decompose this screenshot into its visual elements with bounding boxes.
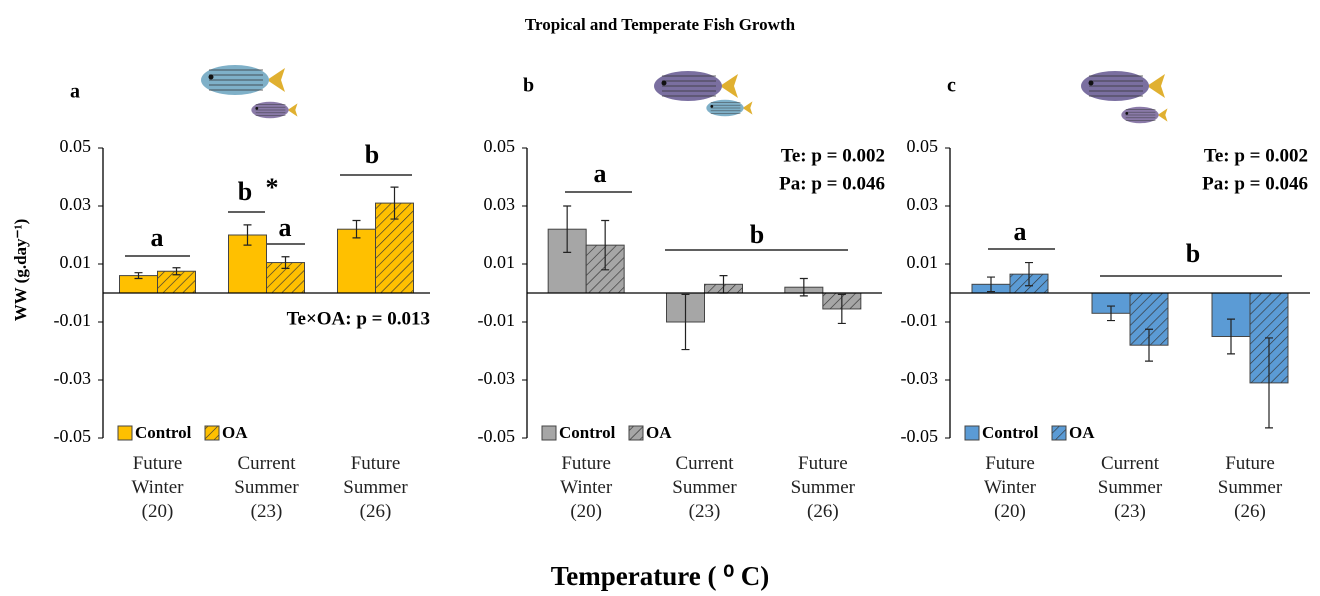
panel-label: a bbox=[70, 81, 80, 103]
significance-letter: a bbox=[1014, 217, 1027, 246]
fish-icon bbox=[287, 103, 298, 117]
x-tick-label: Future Winter (20) bbox=[560, 453, 613, 522]
legend-label: Control bbox=[982, 423, 1039, 442]
stats-text: Pa: p = 0.046 bbox=[1202, 173, 1308, 194]
stats-text: Te: p = 0.002 bbox=[1204, 145, 1308, 166]
fish-icon bbox=[255, 106, 259, 110]
error-bar bbox=[987, 276, 995, 293]
y-tick-label: 0.05 bbox=[907, 136, 939, 156]
y-tick-label: 0.01 bbox=[60, 252, 92, 272]
error-bar bbox=[837, 293, 846, 325]
legend-label: Control bbox=[135, 423, 192, 442]
y-tick-label: 0.03 bbox=[484, 194, 516, 214]
significance-letter: b bbox=[238, 177, 252, 206]
significance-letter: b bbox=[750, 220, 764, 249]
error-bar bbox=[1227, 318, 1235, 355]
y-tick-label: 0.05 bbox=[60, 136, 92, 156]
stats-text: Te: p = 0.002 bbox=[781, 145, 885, 166]
error-bar bbox=[390, 186, 399, 220]
y-tick-label: -0.03 bbox=[54, 368, 92, 388]
fish-icon bbox=[267, 68, 285, 92]
error-bar bbox=[1145, 328, 1153, 362]
y-tick-label: -0.03 bbox=[478, 368, 516, 388]
figure-title: Tropical and Temperate Fish Growth bbox=[525, 15, 796, 34]
error-bar bbox=[563, 205, 572, 253]
error-bar bbox=[352, 219, 361, 239]
x-axis-label: Temperature ( ⁰ C) bbox=[551, 561, 770, 591]
fish-icon bbox=[1147, 74, 1165, 98]
significance-letter: b bbox=[1186, 239, 1200, 268]
fish-icon bbox=[208, 74, 214, 80]
fish-icon bbox=[720, 74, 738, 98]
y-tick-label: 0.03 bbox=[907, 194, 939, 214]
fish-icon bbox=[1157, 108, 1168, 122]
y-axis-label: WW (g.day⁻¹) bbox=[11, 219, 30, 322]
fish-icon bbox=[1088, 80, 1094, 86]
error-bar bbox=[172, 267, 181, 276]
y-tick-label: -0.05 bbox=[54, 426, 92, 446]
panel-label: b bbox=[523, 75, 534, 97]
y-tick-label: -0.01 bbox=[478, 310, 516, 330]
error-bar bbox=[1265, 337, 1273, 429]
x-tick-label: Future Summer (26) bbox=[1217, 453, 1283, 522]
stats-text: Te×OA: p = 0.013 bbox=[287, 308, 430, 329]
legend-swatch bbox=[541, 425, 557, 441]
fish-icon bbox=[710, 104, 714, 108]
fish-icon bbox=[661, 80, 667, 86]
bar bbox=[337, 228, 376, 294]
significance-letter: a bbox=[151, 223, 164, 252]
x-tick-label: Future Summer (26) bbox=[790, 453, 856, 522]
y-tick-label: 0.03 bbox=[60, 194, 92, 214]
legend-label: OA bbox=[646, 423, 672, 442]
error-bar bbox=[1107, 305, 1115, 322]
y-tick-label: 0.01 bbox=[484, 252, 516, 272]
significance-letter: a bbox=[279, 213, 292, 242]
y-tick-label: -0.01 bbox=[54, 310, 92, 330]
y-tick-label: -0.05 bbox=[901, 426, 939, 446]
legend-label: OA bbox=[1069, 423, 1095, 442]
x-tick-label: Future Summer (26) bbox=[343, 453, 408, 522]
error-bar bbox=[601, 219, 610, 271]
y-tick-label: -0.05 bbox=[478, 426, 516, 446]
x-tick-label: Current Summer (23) bbox=[234, 453, 299, 522]
x-tick-label: Future Winter (20) bbox=[984, 453, 1036, 522]
legend-swatch bbox=[117, 425, 133, 441]
y-tick-label: 0.01 bbox=[907, 252, 939, 272]
legend-label: OA bbox=[222, 423, 248, 442]
y-tick-label: -0.01 bbox=[901, 310, 939, 330]
panel-label: c bbox=[947, 75, 956, 97]
significance-letter: * bbox=[266, 173, 279, 202]
legend-swatch bbox=[204, 425, 220, 441]
y-tick-label: 0.05 bbox=[484, 136, 516, 156]
significance-letter: a bbox=[594, 159, 607, 188]
x-tick-label: Current Summer (23) bbox=[1097, 453, 1163, 522]
significance-letter: b bbox=[365, 140, 379, 169]
legend-swatch bbox=[964, 425, 980, 441]
x-tick-label: Future Winter (20) bbox=[131, 453, 184, 522]
error-bar bbox=[243, 224, 252, 246]
error-bar bbox=[1025, 261, 1033, 287]
error-bar bbox=[681, 293, 690, 351]
fish-icon bbox=[1125, 111, 1129, 115]
x-tick-label: Current Summer (23) bbox=[672, 453, 737, 522]
stats-text: Pa: p = 0.046 bbox=[779, 173, 885, 194]
legend-swatch bbox=[628, 425, 644, 441]
legend-label: Control bbox=[559, 423, 616, 442]
error-bar bbox=[134, 272, 143, 280]
y-tick-label: -0.03 bbox=[901, 368, 939, 388]
error-bar bbox=[281, 256, 290, 269]
legend-swatch bbox=[1051, 425, 1067, 441]
fish-icon bbox=[742, 101, 753, 115]
